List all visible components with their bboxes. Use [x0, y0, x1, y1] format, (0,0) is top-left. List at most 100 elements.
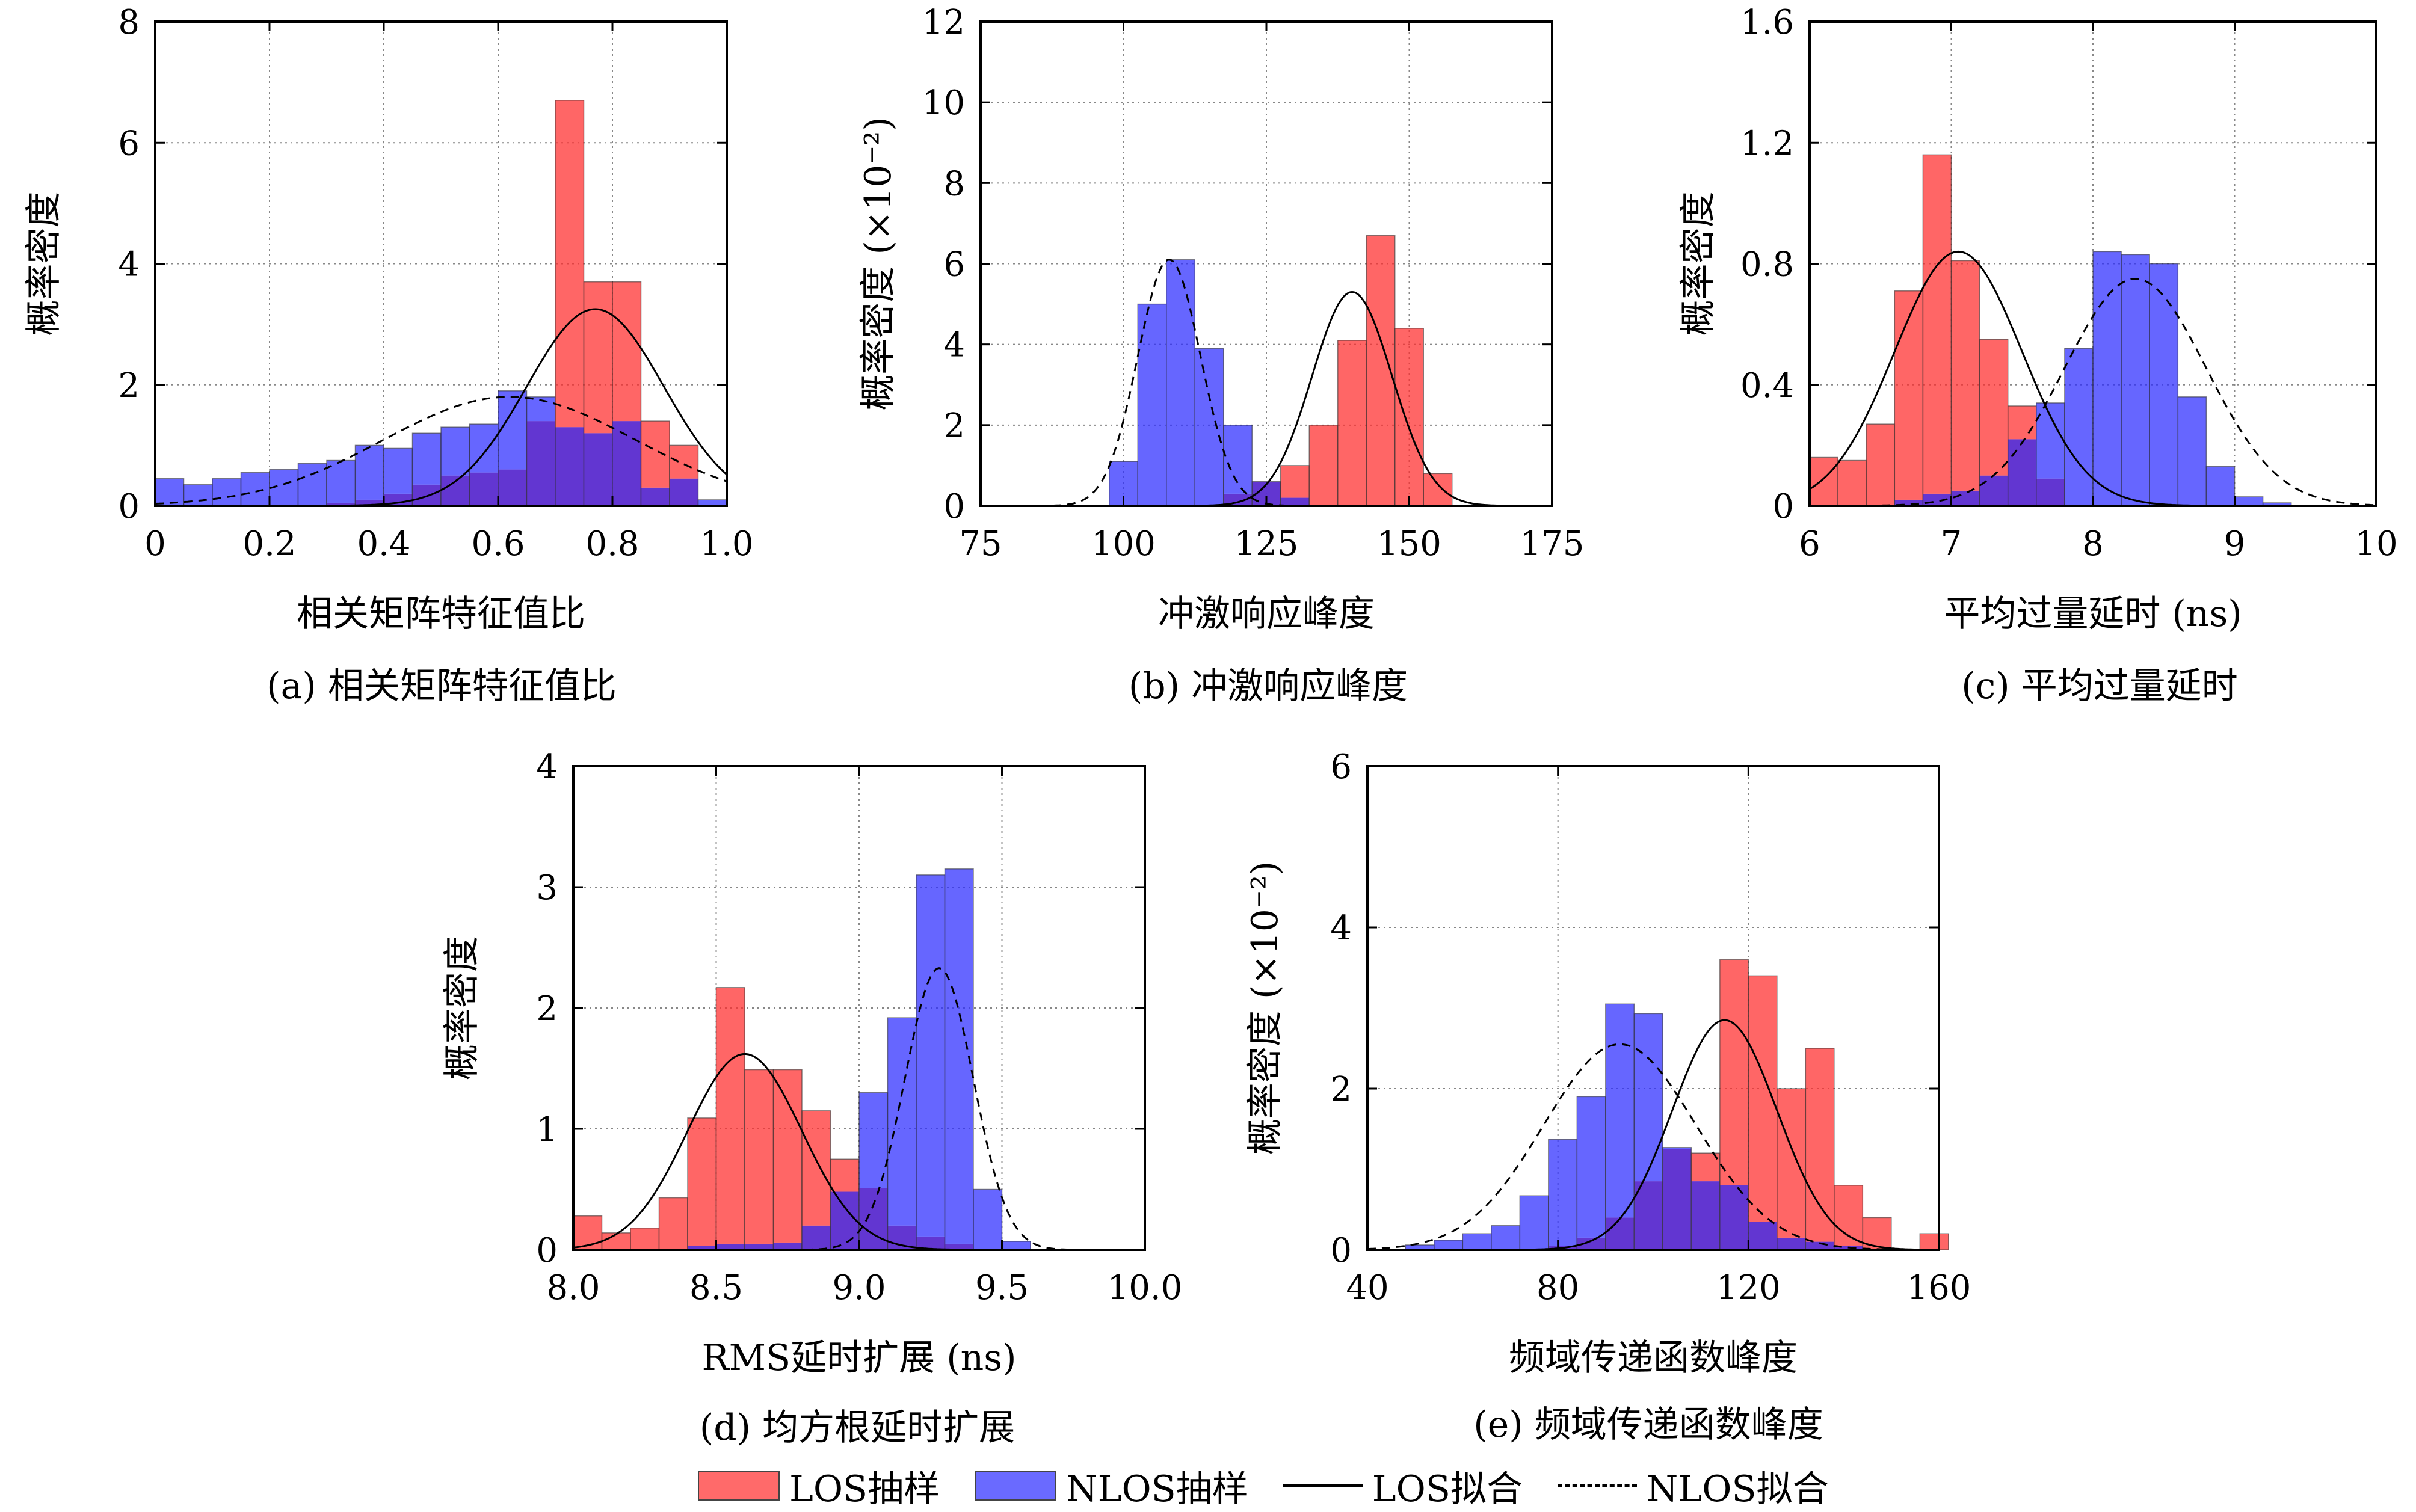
bar-overlap	[1979, 475, 2008, 506]
bar-nlos	[1223, 425, 1253, 494]
bar-overlap	[555, 427, 584, 506]
x-tick-label: 120	[1716, 1268, 1781, 1308]
bar-los	[1423, 473, 1452, 506]
bar-los	[1805, 1048, 1834, 1242]
bar-nlos	[1434, 1240, 1463, 1250]
bar-nlos	[384, 448, 413, 494]
fit-curve-nlos	[155, 396, 727, 505]
y-tick-label: 4	[536, 748, 558, 787]
x-tick-label: 40	[1346, 1268, 1388, 1308]
y-axis-title: 概率密度	[441, 936, 483, 1080]
x-tick-label: 0.6	[471, 524, 525, 564]
fit-curve-nlos	[981, 259, 1552, 507]
y-tick-label: 0	[943, 487, 965, 526]
bar-nlos	[698, 499, 727, 506]
y-tick-label: 2	[118, 366, 140, 405]
bar-los	[2008, 405, 2036, 440]
bar-los	[773, 1069, 802, 1243]
legend: LOS抽样 NLOS抽样 LOS拟合 NLOS拟合	[698, 1466, 1864, 1510]
y-axis-title: 概率密度	[1677, 192, 1719, 336]
bar-overlap	[859, 1188, 888, 1250]
legend-los-fit-line	[1283, 1484, 1363, 1487]
bar-overlap	[688, 1246, 716, 1250]
bar-overlap	[526, 421, 555, 506]
fit-curve-nlos	[1367, 1043, 1939, 1251]
x-tick-label: 0.2	[242, 524, 296, 564]
x-tick-label: 7	[1941, 524, 1962, 564]
bar-los	[716, 987, 745, 1244]
x-axis-title: RMS延时扩展 (ns)	[701, 1337, 1016, 1379]
bar-nlos	[1634, 1013, 1663, 1182]
bar-overlap	[745, 1243, 774, 1250]
x-tick-label: 175	[1520, 524, 1585, 564]
bar-nlos	[2149, 263, 2178, 506]
y-tick-label: 0.8	[1740, 245, 1794, 284]
bar-nlos	[1662, 1147, 1692, 1149]
bar-los	[1810, 457, 1838, 506]
bar-overlap	[469, 472, 498, 506]
bar-overlap	[1577, 1237, 1606, 1250]
bar-overlap	[945, 1243, 973, 1250]
y-tick-label: 4	[943, 326, 965, 365]
bar-los	[1838, 460, 1867, 506]
x-axis-title: 平均过量延时 (ns)	[1944, 593, 2242, 635]
bar-nlos	[2121, 254, 2150, 506]
x-tick-label: 0.4	[357, 524, 410, 564]
bar-overlap	[802, 1225, 831, 1250]
chart-d: 8.0 8.5 9.0 9.5 10.0 0 1 2 3 4 RMS延时扩展 (ns) 概率密度	[441, 748, 1182, 1379]
bar-overlap	[327, 502, 356, 506]
bar-nlos	[212, 478, 241, 506]
bar-overlap	[641, 487, 670, 506]
y-tick-label: 4	[1330, 909, 1352, 948]
bar-los	[1894, 290, 1923, 500]
bar-los	[602, 1232, 630, 1250]
bar-nlos	[183, 484, 212, 506]
bar-los	[1951, 260, 1980, 491]
bar-nlos	[1520, 1196, 1549, 1250]
legend-los-fit-label: LOS拟合	[1372, 1467, 1523, 1510]
bar-overlap	[355, 499, 384, 506]
bar-nlos	[1195, 348, 1224, 506]
bar-nlos	[916, 874, 945, 1237]
x-axis-title: 冲激响应峰度	[1158, 593, 1375, 635]
bar-overlap	[716, 1243, 745, 1250]
y-tick-label: 0.4	[1740, 366, 1794, 405]
bar-overlap	[1691, 1181, 1720, 1250]
bar-los	[688, 1117, 716, 1246]
bar-overlap	[830, 1191, 859, 1250]
y-tick-label: 2	[536, 989, 558, 1028]
bar-nlos	[2178, 396, 2207, 506]
y-tick-label: 1	[536, 1110, 558, 1149]
bar-los	[1691, 1153, 1720, 1182]
x-axis-title: 频域传递函数峰度	[1509, 1337, 1798, 1379]
x-tick-label: 160	[1907, 1268, 1971, 1308]
legend-nlos-sample-label: NLOS抽样	[1066, 1467, 1248, 1510]
bar-nlos	[1548, 1139, 1577, 1246]
bar-overlap	[584, 433, 612, 506]
bar-nlos	[241, 472, 270, 506]
bar-los	[1777, 1089, 1806, 1238]
legend-nlos-fit: NLOS拟合	[1557, 1460, 1829, 1512]
bar-overlap	[1777, 1237, 1806, 1250]
bar-nlos	[1462, 1234, 1491, 1250]
y-tick-label: 12	[922, 3, 965, 42]
x-tick-label: 10.0	[1108, 1268, 1183, 1308]
chart-a: 0 0.2 0.4 0.6 0.8 1.0 0 2 4 6 8 相关矩阵特征值比 概率密度	[23, 3, 754, 635]
bar-nlos	[412, 433, 441, 485]
caption-d: (d) 均方根延时扩展	[699, 1407, 1015, 1449]
legend-nlos-swatch	[975, 1471, 1057, 1501]
legend-nlos-fit-label: NLOS拟合	[1646, 1467, 1829, 1510]
fit-curve-los	[981, 290, 1552, 507]
plot-frame	[1366, 765, 1940, 1251]
caption-e: (e) 频域传递函数峰度	[1473, 1404, 1823, 1446]
y-tick-label: 2	[943, 407, 965, 446]
x-tick-label: 10	[2355, 524, 2397, 564]
bar-nlos	[1491, 1225, 1520, 1250]
bar-overlap	[773, 1242, 802, 1250]
bar-overlap	[1894, 499, 1923, 506]
bar-los	[584, 281, 612, 434]
legend-los-sample-label: LOS抽样	[789, 1467, 940, 1510]
bar-overlap	[1605, 1217, 1635, 1250]
bar-nlos	[2234, 496, 2263, 506]
